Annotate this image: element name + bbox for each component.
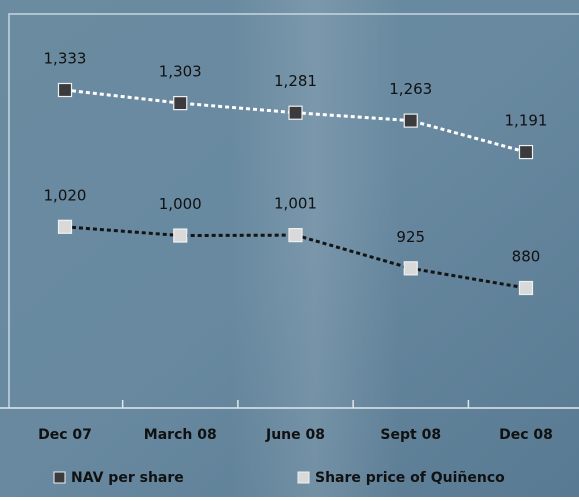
legend-label: NAV per share [71, 470, 184, 486]
marker [289, 229, 302, 242]
marker [404, 262, 417, 275]
page: Dec 07 March 08 June 08 Sept 08 Dec 08 1,333 1… [0, 0, 579, 497]
marker [404, 114, 417, 127]
data-label: 1,303 [159, 63, 202, 81]
x-tick-label: March 08 [144, 427, 217, 443]
data-label: 1,020 [44, 186, 87, 204]
x-tick-label: Dec 08 [499, 427, 553, 443]
data-label: 1,263 [389, 80, 432, 98]
marker [174, 97, 187, 110]
marker [59, 220, 72, 233]
data-label: 1,191 [505, 112, 548, 130]
data-label: 1,000 [159, 195, 202, 213]
data-label: 925 [396, 228, 425, 246]
data-label: 1,001 [274, 195, 317, 213]
marker [59, 84, 72, 97]
x-tick-label: Dec 07 [38, 427, 92, 443]
chart: Dec 07 March 08 June 08 Sept 08 Dec 08 1,333 1… [0, 0, 579, 497]
marker [174, 229, 187, 242]
marker [520, 146, 533, 159]
legend-label: Share price of Quiñenco [315, 470, 505, 486]
x-tick-label: Sept 08 [380, 427, 441, 443]
data-label: 880 [512, 248, 541, 266]
data-label: 1,281 [274, 72, 317, 90]
data-label: 1,333 [44, 50, 87, 68]
legend-swatch [298, 472, 309, 483]
marker [520, 282, 533, 295]
legend-swatch [54, 472, 65, 483]
x-tick-label: June 08 [265, 427, 325, 443]
marker [289, 106, 302, 119]
